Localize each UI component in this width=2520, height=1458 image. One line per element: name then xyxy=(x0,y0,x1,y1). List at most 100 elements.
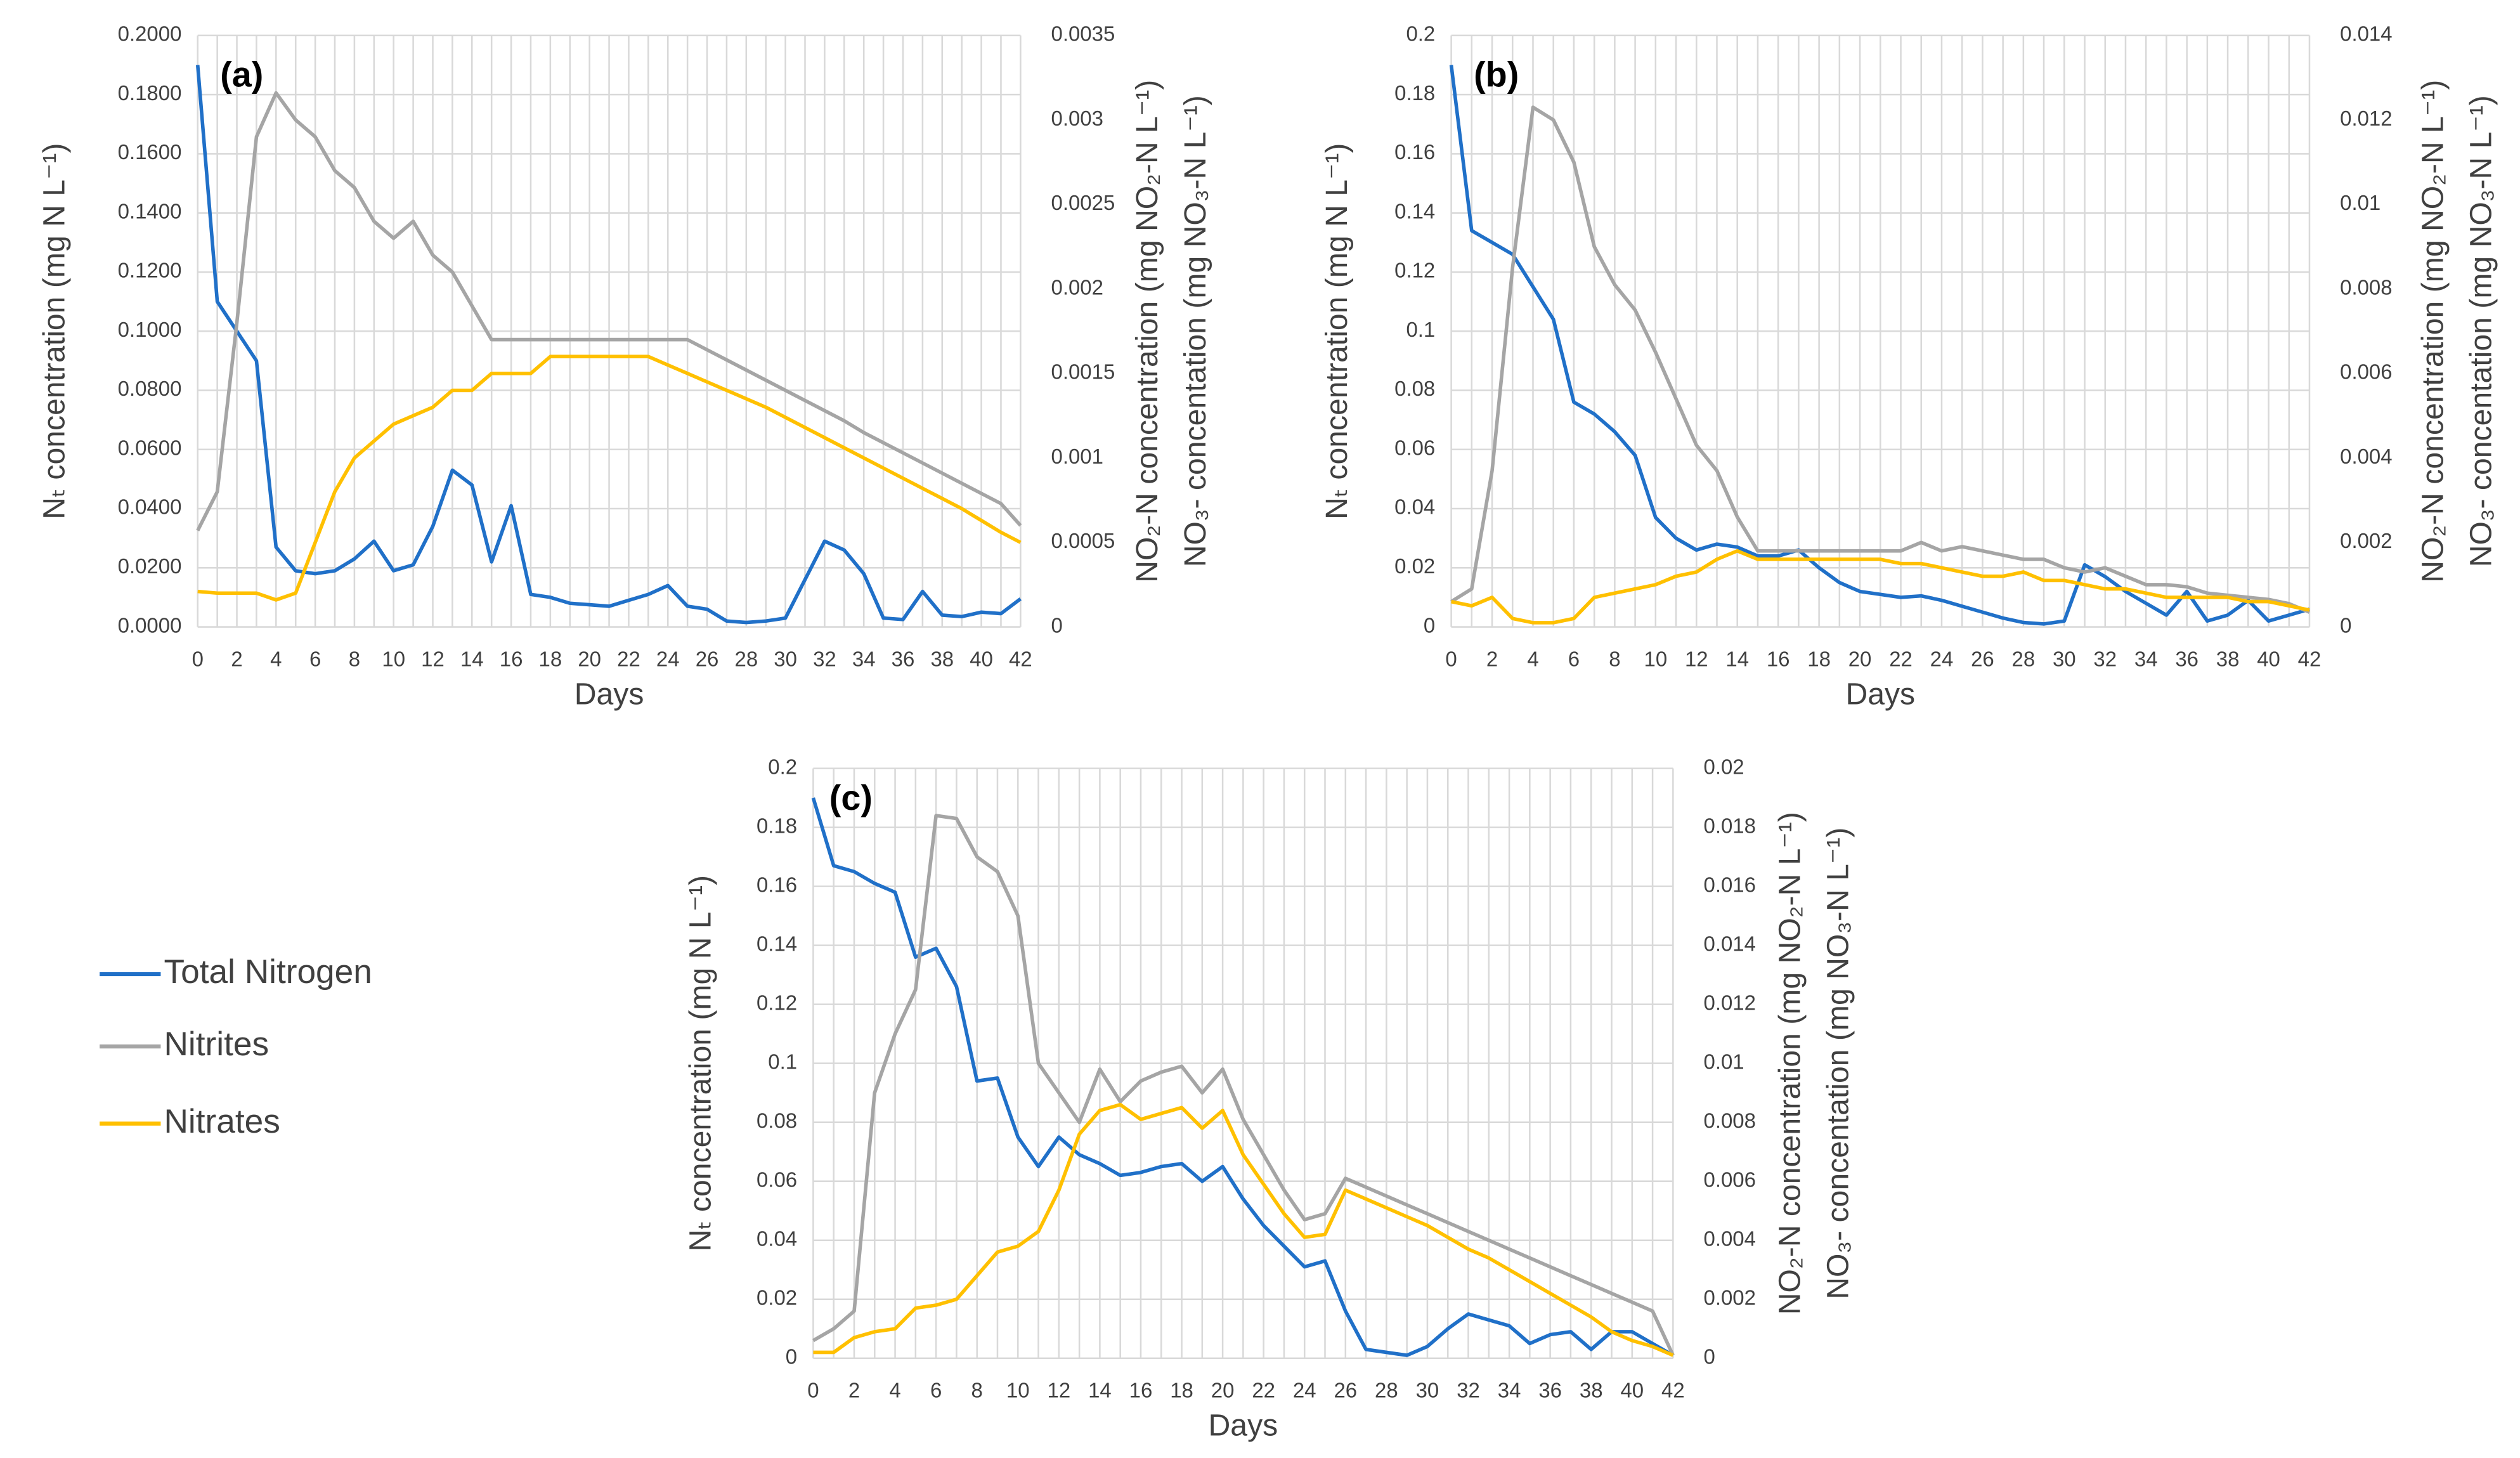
y-tick-label: 0 xyxy=(1424,613,1435,637)
x-tick-label: 10 xyxy=(1006,1379,1030,1402)
y-tick-label: 0.04 xyxy=(1394,495,1435,519)
x-tick-label: 40 xyxy=(970,647,993,670)
x-tick-label: 38 xyxy=(930,647,954,670)
x-tick-label: 6 xyxy=(1568,647,1580,670)
x-tick-label: 42 xyxy=(1009,647,1032,670)
y-tick-label: 0.08 xyxy=(1394,377,1435,400)
x-tick-label: 6 xyxy=(930,1379,942,1402)
x-axis-label: Days xyxy=(1209,1408,1278,1442)
y2-axis-label: NO₂-N concentration (mg NO₂-N L⁻¹) xyxy=(1773,812,1807,1315)
series-line xyxy=(1451,549,2310,625)
x-tick-label: 10 xyxy=(382,647,405,670)
x-tick-label: 28 xyxy=(735,647,758,670)
y-tick-label: 0.14 xyxy=(1394,199,1435,223)
y-tick-label: 0.12 xyxy=(757,991,797,1014)
x-tick-label: 36 xyxy=(2175,647,2199,670)
x-tick-label: 36 xyxy=(1538,1379,1562,1402)
y2-tick-label: 0.016 xyxy=(1704,873,1756,896)
y-axis-label: Nₜ concentration (mg N L⁻¹) xyxy=(1320,143,1354,519)
y-tick-label: 0 xyxy=(786,1344,797,1368)
legend-label: Total Nitrogen xyxy=(164,953,372,991)
y-tick-label: 0.1400 xyxy=(118,199,182,223)
y2-tick-label: 0.02 xyxy=(1704,755,1744,778)
x-tick-label: 40 xyxy=(2257,647,2280,670)
y2-tick-label: 0.001 xyxy=(1051,445,1103,468)
y2-tick-label: 0.0025 xyxy=(1051,191,1115,214)
y2-tick-label: 0.002 xyxy=(1704,1286,1756,1309)
y-tick-label: 0.2 xyxy=(1406,22,1435,46)
x-tick-label: 8 xyxy=(971,1379,983,1402)
x-tick-label: 20 xyxy=(1211,1379,1235,1402)
y-tick-label: 0.1000 xyxy=(118,318,182,341)
y2-tick-label: 0.004 xyxy=(2340,445,2392,468)
x-tick-label: 8 xyxy=(1609,647,1620,670)
x-tick-label: 20 xyxy=(1848,647,1872,670)
y2-tick-label: 0.006 xyxy=(2340,360,2392,384)
x-tick-label: 30 xyxy=(774,647,797,670)
x-tick-label: 4 xyxy=(1527,647,1538,670)
y2-tick-label: 0.0015 xyxy=(1051,360,1115,384)
y2-tick-label: 0.0005 xyxy=(1051,529,1115,552)
y2-axis-label: NO₂-N concentration (mg NO₂-N L⁻¹) xyxy=(1130,80,1164,583)
series-line xyxy=(1450,105,2311,614)
x-tick-label: 22 xyxy=(1889,647,1913,670)
x-tick-label: 20 xyxy=(578,647,601,670)
x-tick-label: 16 xyxy=(500,647,523,670)
x-tick-label: 24 xyxy=(656,647,680,670)
y-tick-label: 0.12 xyxy=(1394,259,1435,282)
x-tick-label: 16 xyxy=(1129,1379,1153,1402)
y2-axis-label: NO₃- concentation (mg NO₃-N L⁻¹) xyxy=(2464,95,2498,567)
x-tick-label: 42 xyxy=(2298,647,2322,670)
y2-tick-label: 0.0035 xyxy=(1051,22,1115,46)
x-tick-label: 32 xyxy=(2093,647,2117,670)
y-tick-label: 0.16 xyxy=(757,873,797,896)
y-tick-label: 0.06 xyxy=(1394,436,1435,459)
y-axis-label: Nₜ concentration (mg N L⁻¹) xyxy=(37,143,71,519)
x-tick-label: 4 xyxy=(889,1379,900,1402)
x-tick-label: 28 xyxy=(2012,647,2036,670)
x-tick-label: 38 xyxy=(1580,1379,1603,1402)
y-tick-label: 0.08 xyxy=(757,1109,797,1132)
y-tick-label: 0.0600 xyxy=(118,436,182,459)
x-tick-label: 34 xyxy=(1498,1379,1521,1402)
legend-label: Nitrates xyxy=(164,1103,280,1140)
x-tick-label: 0 xyxy=(1445,647,1457,670)
y-tick-label: 0.06 xyxy=(757,1168,797,1191)
x-tick-label: 40 xyxy=(1620,1379,1644,1402)
x-tick-label: 14 xyxy=(1088,1379,1112,1402)
y-tick-label: 0.0200 xyxy=(118,554,182,578)
y-tick-label: 0.1800 xyxy=(118,81,182,105)
x-tick-label: 26 xyxy=(696,647,719,670)
x-tick-label: 30 xyxy=(1416,1379,1439,1402)
y2-tick-label: 0.003 xyxy=(1051,107,1103,130)
y-axis-label: Nₜ concentration (mg N L⁻¹) xyxy=(683,875,717,1251)
y2-tick-label: 0.008 xyxy=(1704,1109,1756,1132)
y2-tick-label: 0.014 xyxy=(2340,22,2392,46)
series-line xyxy=(811,797,1674,1357)
y2-tick-label: 0 xyxy=(1051,613,1063,637)
panel-title: (b) xyxy=(1474,55,1519,94)
x-tick-label: 10 xyxy=(1644,647,1668,670)
y-tick-label: 0.2 xyxy=(768,755,797,778)
x-tick-label: 34 xyxy=(852,647,876,670)
panel-title: (a) xyxy=(220,55,263,94)
y2-tick-label: 0.006 xyxy=(1704,1168,1756,1191)
y-tick-label: 0.18 xyxy=(757,814,797,837)
x-tick-label: 8 xyxy=(349,647,360,670)
series-line xyxy=(812,814,1675,1357)
y2-tick-label: 0.01 xyxy=(1704,1050,1744,1073)
x-tick-label: 26 xyxy=(1971,647,1994,670)
x-tick-label: 12 xyxy=(1048,1379,1071,1402)
y2-tick-label: 0 xyxy=(2340,613,2351,637)
panel-title: (c) xyxy=(829,778,873,817)
x-tick-label: 12 xyxy=(1685,647,1708,670)
y2-tick-label: 0.004 xyxy=(1704,1227,1756,1250)
y-tick-label: 0.0800 xyxy=(118,377,182,400)
y2-tick-label: 0.002 xyxy=(2340,529,2392,552)
y-tick-label: 0.02 xyxy=(1394,554,1435,578)
y-tick-label: 0.2000 xyxy=(118,22,182,46)
y-tick-label: 0.1200 xyxy=(118,259,182,282)
series-line xyxy=(813,1102,1674,1357)
y2-tick-label: 0.012 xyxy=(2340,107,2392,130)
y-tick-label: 0.16 xyxy=(1394,140,1435,164)
